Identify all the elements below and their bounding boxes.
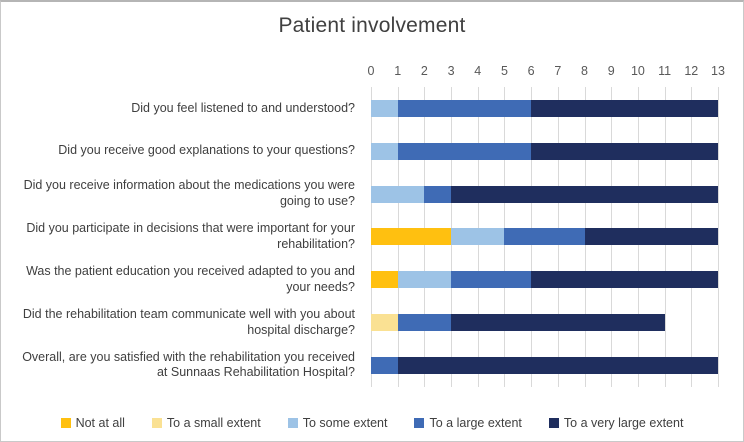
gridline [718,87,719,387]
legend-item-to-some-extent: To some extent [287,416,388,430]
category-label: Did you receive information about the me… [23,178,355,209]
x-axis-tick: 8 [581,64,589,78]
bar-segment-to-a-large-extent [451,271,532,289]
x-axis-tick: 1 [394,64,402,78]
chart-title: Patient involvement [278,14,466,37]
bar-row [371,344,718,387]
bar-row [371,301,718,344]
x-axis-tick: 3 [447,64,455,78]
legend-item-to-a-small-extent: To a small extent [151,416,261,430]
legend-label: To a large extent [429,416,522,430]
x-axis-tick: 9 [607,64,615,78]
bar-segment-to-a-very-large-extent [584,228,718,246]
stacked-bar [371,271,718,289]
stacked-bar [371,228,718,246]
x-axis-tick: 6 [527,64,535,78]
bar-segment-to-a-very-large-extent [531,142,718,160]
x-axis: 0 1 2 3 4 5 6 7 8 9 10 11 12 13 [367,58,725,78]
legend-item-to-a-large-extent: To a large extent [414,416,522,430]
bar-segment-to-a-very-large-extent [397,356,718,374]
stacked-bar [371,99,718,117]
category-label: Did you participate in decisions that we… [26,221,355,251]
bar-segment-to-some-extent [397,271,452,289]
bar-segment-to-a-very-large-extent [531,271,718,289]
bar-row [371,173,718,216]
category-label: Was the patient education you received a… [26,264,355,294]
x-axis-tick: 2 [420,64,428,78]
bar-rows [371,87,718,387]
bar-segment-to-a-large-extent [397,142,532,160]
legend-label: Not at all [75,416,125,430]
bar-row [371,216,718,259]
x-axis-tick: 5 [500,64,508,78]
legend-swatch-not-at-all [60,418,71,428]
category-label: Did the rehabilitation team communicate … [22,307,355,337]
stacked-bar [371,314,718,332]
category-label: Did you feel listened to and understood? [131,100,355,115]
bar-segment-to-a-large-extent [397,99,532,117]
bar-row [371,258,718,301]
bar-segment-to-some-extent [371,185,425,203]
bar-segment-not-at-all [371,271,398,289]
x-axis-tick: 12 [684,64,699,78]
bar-segment-to-some-extent [371,99,398,117]
bar-segment-to-a-very-large-extent [531,99,718,117]
plot-area [371,87,719,387]
legend-swatch-to-a-small-extent [151,418,162,428]
legend-label: To a very large extent [563,416,684,430]
stacked-bar [371,185,718,203]
category-label: Did you receive good explanations to you… [58,143,355,158]
bar-segment-to-a-large-extent [371,356,398,374]
category-labels: Did you feel listened to and understood?… [9,87,363,387]
bar-segment-to-a-large-extent [397,314,452,332]
legend-item-to-a-very-large-extent: To a very large extent [548,416,684,430]
bar-segment-to-some-extent [451,228,505,246]
bar-segment-to-a-very-large-extent [451,185,718,203]
bar-segment-to-a-large-extent [424,185,452,203]
legend-swatch-to-some-extent [287,418,298,428]
x-axis-tick: 0 [367,64,375,78]
legend-swatch-to-a-large-extent [414,418,425,428]
bar-segment-to-a-small-extent [371,314,398,332]
bar-segment-not-at-all [371,228,452,246]
x-axis-tick: 10 [630,64,645,78]
bar-segment-to-some-extent [371,142,398,160]
legend: Not at all To a small extent To some exten… [1,416,743,430]
stacked-bar [371,356,718,374]
bar-segment-to-a-large-extent [504,228,585,246]
bar-row [371,130,718,173]
legend-label: To a small extent [166,416,261,430]
bar-row [371,87,718,130]
legend-swatch-to-a-very-large-extent [548,418,559,428]
x-axis-tick: 11 [658,64,672,78]
legend-item-not-at-all: Not at all [60,416,125,430]
x-axis-tick: 13 [711,64,725,78]
legend-label: To some extent [302,416,388,430]
x-axis-tick: 7 [554,64,562,78]
category-label: Overall, are you satisfied with the reha… [22,349,355,380]
stacked-bar [371,142,718,160]
x-axis-tick: 4 [474,64,482,78]
bar-segment-to-a-very-large-extent [451,314,665,332]
